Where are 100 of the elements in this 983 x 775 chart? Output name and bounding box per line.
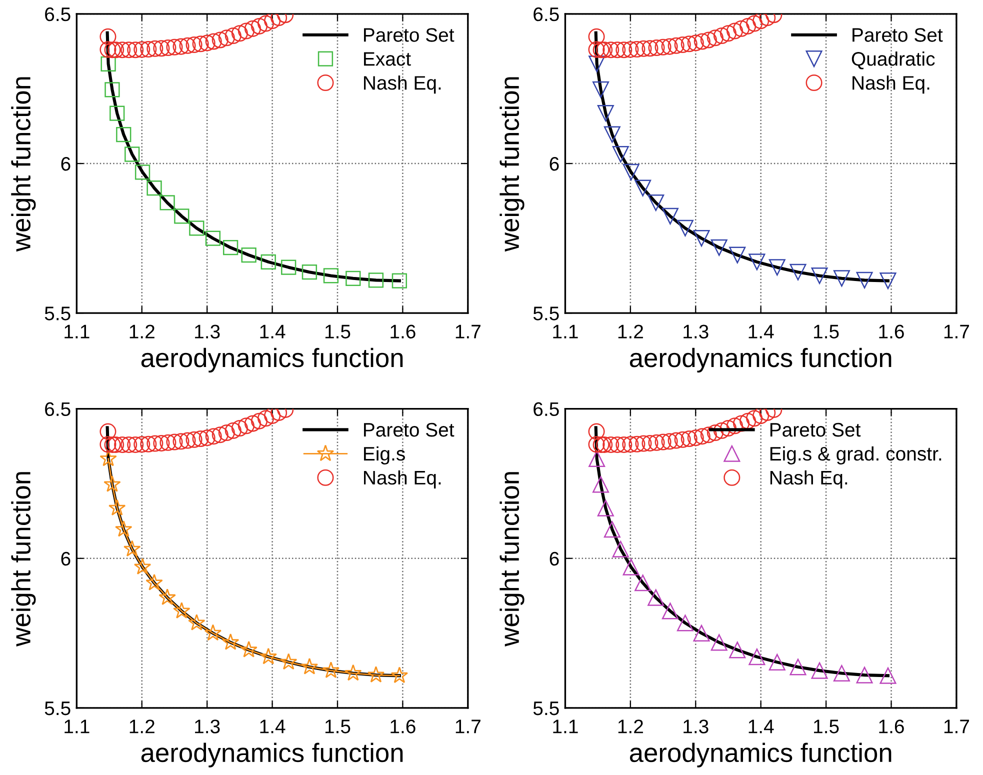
point xyxy=(713,422,730,439)
point xyxy=(179,37,196,54)
x-tick-label: 1.7 xyxy=(456,324,480,338)
point xyxy=(218,30,235,46)
point xyxy=(648,589,664,606)
point xyxy=(205,230,221,246)
legend-label: Pareto Set xyxy=(852,28,943,42)
point xyxy=(674,36,691,54)
legend-label: Quadratic xyxy=(852,52,935,70)
point xyxy=(368,272,384,288)
point xyxy=(706,30,724,46)
point xyxy=(768,654,786,670)
point xyxy=(790,264,806,280)
point xyxy=(104,42,121,58)
point xyxy=(192,36,209,52)
point xyxy=(676,614,694,632)
point xyxy=(205,33,222,50)
x-tick-label: 1.3 xyxy=(195,720,220,734)
point xyxy=(134,436,150,453)
x-tick-label: 1.2 xyxy=(130,324,154,338)
point xyxy=(390,666,408,684)
x-tick-label: 1.5 xyxy=(325,720,350,734)
point xyxy=(604,126,620,143)
x-tick-label: 1.5 xyxy=(814,324,839,338)
point xyxy=(648,194,664,211)
y-tick-label: 5.5 xyxy=(44,306,70,320)
x-tick-label: 1.1 xyxy=(553,324,578,338)
x-tick-label: 1.5 xyxy=(325,324,350,338)
point xyxy=(602,42,620,58)
x-tick-label: 1.6 xyxy=(390,720,416,734)
point xyxy=(811,267,828,284)
point xyxy=(146,574,163,590)
point xyxy=(146,180,162,196)
point xyxy=(231,420,248,437)
point xyxy=(648,434,665,451)
point xyxy=(726,22,744,40)
point xyxy=(224,422,242,439)
point xyxy=(240,640,258,658)
point xyxy=(661,433,678,450)
point xyxy=(609,42,626,58)
point xyxy=(628,40,646,58)
x-axis-title: aerodynamics function xyxy=(141,348,403,372)
point xyxy=(281,260,296,275)
point xyxy=(588,56,606,72)
point xyxy=(153,434,170,452)
x-axis-title: aerodynamics function xyxy=(141,742,403,768)
point xyxy=(204,624,222,641)
point xyxy=(189,220,204,236)
point xyxy=(634,180,652,196)
point xyxy=(662,602,678,620)
point xyxy=(622,41,639,58)
point xyxy=(100,450,117,466)
point xyxy=(602,436,620,453)
point xyxy=(104,82,120,98)
x-axis-title: aerodynamics function xyxy=(630,742,892,768)
point xyxy=(642,40,658,57)
point xyxy=(752,408,770,424)
point xyxy=(622,164,640,180)
point xyxy=(127,436,144,453)
point xyxy=(224,28,242,44)
y-tick-label: 6 xyxy=(61,156,70,171)
point xyxy=(186,36,202,54)
point xyxy=(674,431,691,448)
legend-label: Nash Eq. xyxy=(770,470,848,488)
point xyxy=(322,662,340,678)
y-axis-title: weight function xyxy=(11,472,36,646)
x-tick-label: 1.1 xyxy=(64,324,90,338)
point xyxy=(616,436,632,453)
point xyxy=(680,36,698,52)
x-tick-label: 1.7 xyxy=(944,324,969,338)
point xyxy=(733,20,750,37)
point xyxy=(596,436,613,453)
point xyxy=(344,664,362,681)
point xyxy=(588,436,605,453)
point xyxy=(748,648,766,666)
point xyxy=(222,633,240,650)
point xyxy=(160,195,175,210)
x-tick-label: 1.7 xyxy=(456,720,480,734)
y-tick-label: 5.5 xyxy=(533,306,559,320)
point xyxy=(635,435,652,452)
point xyxy=(726,418,744,434)
point xyxy=(179,432,196,449)
point xyxy=(597,500,614,516)
point xyxy=(198,34,216,52)
y-axis-title: weight function xyxy=(11,77,36,252)
point xyxy=(833,664,850,682)
point xyxy=(250,18,268,34)
point xyxy=(212,32,228,48)
point xyxy=(346,270,361,286)
point xyxy=(588,28,605,45)
point xyxy=(729,642,746,658)
point xyxy=(654,38,672,56)
point xyxy=(612,146,629,163)
point xyxy=(212,426,228,444)
point xyxy=(241,247,256,263)
legend-label: Exact xyxy=(364,52,411,66)
point xyxy=(218,424,235,442)
point xyxy=(244,20,261,37)
point xyxy=(592,436,610,453)
point xyxy=(158,588,176,606)
